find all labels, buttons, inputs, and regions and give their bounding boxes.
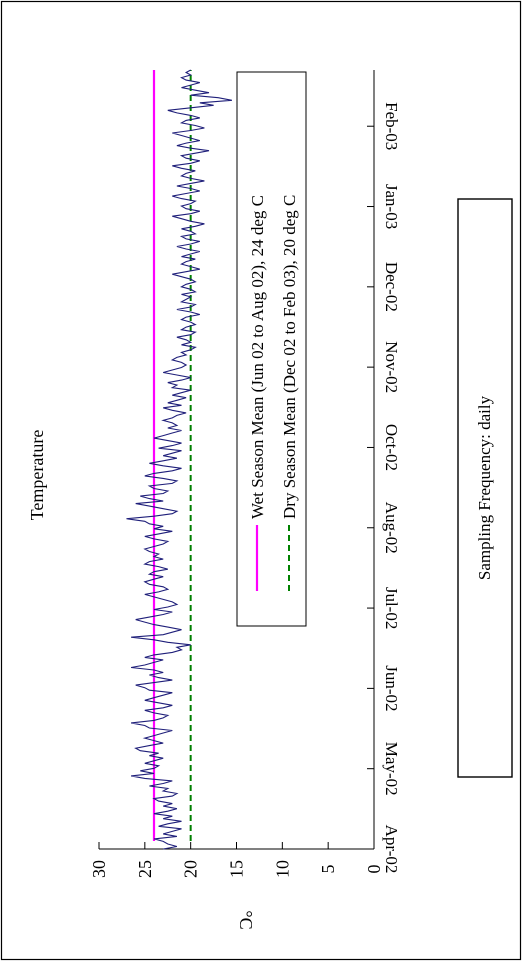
sampling-note: Sampling Frequency: daily <box>457 198 513 778</box>
x-tick-label: Feb-03 <box>382 102 401 150</box>
chart-area: 0 5 10 15 20 25 30 Apr-02 May-02 Jun-02 Jul-02 Aug-… <box>89 69 401 878</box>
x-tick-label: Oct-02 <box>382 424 401 471</box>
y-tick-label: 30 <box>89 860 109 878</box>
legend: Wet Season Mean (Jun 02 to Aug 02), 24 d… <box>236 71 307 627</box>
x-tick-label: Jun-02 <box>382 665 401 711</box>
x-tick-label: Apr-02 <box>382 825 401 874</box>
chart-title: Temperature <box>27 430 47 521</box>
legend-label-dry: Dry Season Mean (Dec 02 to Feb 03), 20 d… <box>280 195 299 519</box>
series-temperature-line <box>126 69 233 850</box>
y-axis-label: °C <box>236 910 256 929</box>
x-tick-label: Nov-02 <box>382 341 401 393</box>
y-tick-label: 0 <box>364 865 384 874</box>
x-tick-label: Jan-03 <box>382 184 401 229</box>
sampling-note-box <box>457 198 513 778</box>
y-tick-label: 5 <box>318 865 338 874</box>
legend-label-wet: Wet Season Mean (Jun 02 to Aug 02), 24 d… <box>248 195 267 519</box>
y-tick-label: 10 <box>272 860 292 878</box>
x-tick-label: May-02 <box>382 742 401 796</box>
legend-box <box>236 71 307 627</box>
y-tick-label: 15 <box>227 860 247 878</box>
x-tick-label: Dec-02 <box>382 262 401 312</box>
y-tick-label: 20 <box>181 860 201 878</box>
x-tick-label: Aug-02 <box>382 502 401 554</box>
x-tick-label: Jul-02 <box>382 587 401 630</box>
y-tick-label: 25 <box>135 860 155 878</box>
sampling-note-text: Sampling Frequency: daily <box>475 395 494 580</box>
